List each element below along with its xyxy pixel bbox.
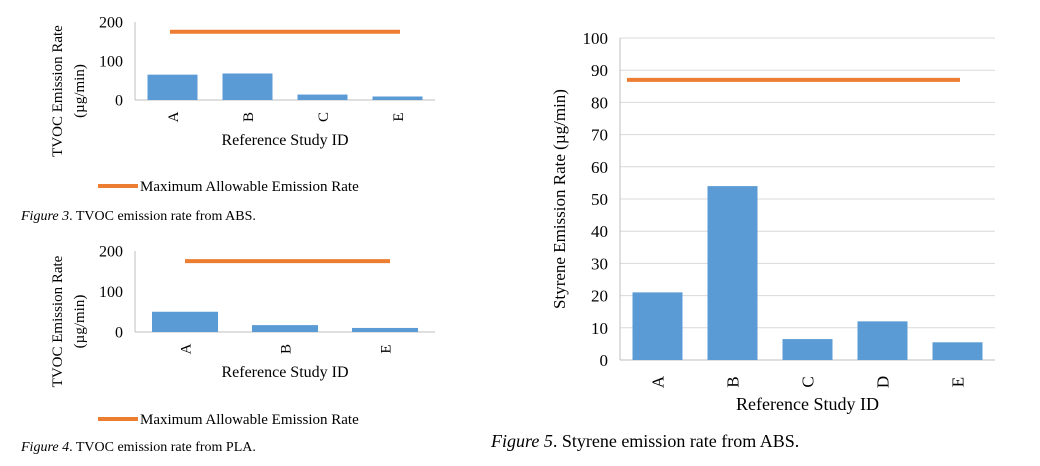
fig4-category-label: A <box>178 343 194 354</box>
figure-3-label: Figure 3 <box>21 209 70 224</box>
fig5-y-tick-label: 80 <box>591 93 608 112</box>
fig4-y-tick-label: 0 <box>115 325 123 342</box>
fig5-y-tick-label: 20 <box>591 287 608 306</box>
fig3-y-axis-title: TVOC Emission Rate <box>50 25 66 157</box>
figure-3-caption-text: . TVOC emission rate from ABS. <box>69 209 256 224</box>
fig5-category-label: C <box>798 376 817 387</box>
fig5-category-label: E <box>948 377 967 387</box>
fig4-y-tick-label: 200 <box>99 244 123 261</box>
fig3-bar <box>297 94 348 100</box>
figure-4-label: Figure 4 <box>21 440 70 455</box>
fig5-category-label: D <box>873 376 892 388</box>
fig5-y-tick-label: 100 <box>583 29 609 48</box>
figure-5-caption-text: . Styrene emission rate from ABS. <box>552 431 800 451</box>
fig5-y-axis-title: Styrene Emission Rate (µg/min) <box>550 89 569 309</box>
fig3-y-axis-title: (µg/min) <box>72 64 88 118</box>
figure-5-label: Figure 5 <box>491 431 553 451</box>
fig4-category-label: B <box>278 344 294 354</box>
figure-3-caption: Figure 3. TVOC emission rate from ABS. <box>21 209 256 225</box>
fig3-category-label: E <box>391 112 407 121</box>
fig5-y-tick-label: 0 <box>600 351 609 370</box>
figure-4-caption: Figure 4. TVOC emission rate from PLA. <box>21 440 256 456</box>
fig5-y-tick-label: 50 <box>591 190 608 209</box>
fig3-bar <box>372 96 423 100</box>
fig3-category-label: B <box>241 112 257 122</box>
fig5-x-axis-title: Reference Study ID <box>736 394 879 414</box>
fig4-bar <box>152 311 218 332</box>
fig3-category-label: C <box>316 112 332 122</box>
figure-4-caption-text: . TVOC emission rate from PLA. <box>69 440 256 455</box>
fig4-category-label: E <box>378 344 394 353</box>
fig5-y-tick-label: 60 <box>591 158 608 177</box>
fig5-y-tick-label: 70 <box>591 126 608 145</box>
fig4-y-axis-title: TVOC Emission Rate <box>50 255 66 387</box>
fig5-y-tick-label: 10 <box>591 319 608 338</box>
figure-5-caption: Figure 5. Styrene emission rate from ABS… <box>491 431 799 452</box>
fig3-legend-label: Maximum Allowable Emission Rate <box>140 179 359 195</box>
fig3-y-tick-label: 0 <box>115 93 123 110</box>
fig5-bar <box>932 342 983 360</box>
fig3-y-tick-label: 200 <box>99 15 123 32</box>
fig5-y-tick-label: 40 <box>591 222 608 241</box>
fig3-y-tick-label: 100 <box>99 54 123 71</box>
fig3-bar <box>222 73 273 100</box>
fig3-bar <box>147 74 198 100</box>
fig4-bar <box>252 325 318 332</box>
fig4-x-axis-title: Reference Study ID <box>221 364 348 381</box>
fig3-x-axis-title: Reference Study ID <box>221 132 348 149</box>
fig5-bar <box>632 292 683 360</box>
fig4-bar <box>352 327 418 332</box>
fig5-category-label: B <box>723 376 742 387</box>
fig5-bar <box>707 186 758 360</box>
fig4-legend-label: Maximum Allowable Emission Rate <box>140 412 359 428</box>
fig5-category-label: A <box>648 375 667 388</box>
fig4-y-tick-label: 100 <box>99 284 123 301</box>
fig5-bar <box>857 321 908 360</box>
fig4-y-axis-title: (µg/min) <box>72 295 88 349</box>
fig5-y-tick-label: 90 <box>591 61 608 80</box>
fig5-y-tick-label: 30 <box>591 254 608 273</box>
fig5-bar <box>782 339 833 360</box>
fig3-category-label: A <box>166 111 182 122</box>
